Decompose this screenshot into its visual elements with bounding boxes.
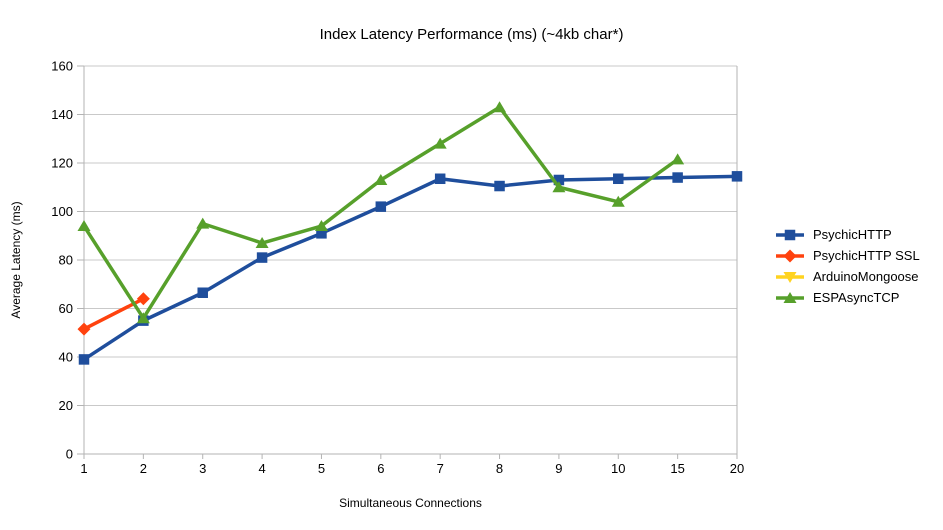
legend-swatch-psychichttp-icon (776, 229, 804, 240)
x-axis-title: Simultaneous Connections (339, 496, 482, 510)
y-axis-title: Average Latency (ms) (9, 201, 23, 319)
y-tick-label: 120 (51, 156, 73, 171)
legend-swatch-psychichttp-ssl-icon (776, 249, 804, 262)
legend-swatch-arduinomongoose-icon (776, 271, 804, 283)
y-tick-label: 40 (59, 350, 73, 365)
x-tick-label: 1 (80, 461, 87, 476)
legend-item-psychichttp-ssl: PsychicHTTP SSL (775, 245, 920, 266)
x-tick-label: 10 (611, 461, 625, 476)
legend-item-espasynctcp: ESPAsyncTCP (775, 287, 920, 308)
series-marker-espasynctcp (671, 153, 685, 165)
series-marker-espasynctcp (255, 237, 269, 249)
series-marker-psychichttp (256, 252, 268, 263)
series-line-espasynctcp (82, 105, 679, 320)
y-tick-label: 100 (51, 204, 73, 219)
legend-marker-espasynctcp-icon (783, 291, 797, 303)
legend-marker-arduinomongoose-icon (783, 271, 797, 283)
series-marker-espasynctcp (552, 181, 566, 193)
y-tick-label: 20 (59, 398, 73, 413)
series-marker-psychichttp (494, 180, 505, 192)
legend-label-psychichttp: PsychicHTTP (813, 227, 892, 242)
series-marker-psychichttp-ssl (77, 322, 91, 336)
legend-swatch-espasynctcp-icon (776, 291, 804, 303)
series-marker-espasynctcp (314, 220, 328, 232)
chart-title: Index Latency Performance (ms) (~4kb cha… (319, 26, 624, 43)
x-tick-label: 4 (258, 461, 265, 476)
series-marker-espasynctcp (493, 101, 507, 113)
legend-label-psychichttp-ssl: PsychicHTTP SSL (813, 248, 920, 263)
series-marker-psychichttp (553, 174, 565, 186)
series-line-psychichttp (83, 174, 738, 361)
series-marker-psychichttp-ssl (136, 292, 150, 306)
series-marker-espasynctcp (374, 173, 388, 185)
series-marker-espasynctcp (611, 195, 625, 207)
y-tick-label: 80 (59, 253, 73, 268)
series-marker-espasynctcp (433, 137, 447, 149)
series-marker-espasynctcp (77, 220, 91, 232)
y-tick-label: 60 (59, 301, 73, 316)
y-tick-label: 160 (51, 59, 73, 74)
legend-label-espasynctcp: ESPAsyncTCP (813, 290, 900, 305)
series-marker-psychichttp (78, 354, 90, 365)
legend-item-psychichttp: PsychicHTTP (775, 224, 920, 245)
series-marker-psychichttp (316, 228, 327, 239)
legend-marker-psychichttp-ssl-icon (783, 249, 797, 262)
x-tick-label: 15 (670, 461, 684, 476)
x-tick-label: 20 (730, 461, 744, 476)
x-tick-label: 7 (437, 461, 444, 476)
x-tick-label: 5 (318, 461, 325, 476)
series-marker-psychichttp (375, 201, 387, 212)
series-marker-psychichttp (613, 173, 624, 185)
y-tick-label: 0 (66, 447, 73, 462)
x-tick-label: 9 (555, 461, 562, 476)
y-tick-label: 140 (51, 107, 73, 122)
series-marker-espasynctcp (136, 312, 150, 324)
series-marker-psychichttp (197, 287, 208, 298)
x-tick-label: 3 (199, 461, 206, 476)
legend-item-arduinomongoose: ArduinoMongoose (775, 266, 920, 287)
legend: PsychicHTTP PsychicHTTP SSL ArduinoMongoos… (775, 224, 920, 308)
series-marker-psychichttp (672, 172, 683, 183)
x-tick-label: 8 (496, 461, 503, 476)
series-marker-espasynctcp (196, 217, 210, 229)
legend-label-arduinomongoose: ArduinoMongoose (813, 269, 919, 284)
series-marker-psychichttp (434, 173, 446, 185)
x-tick-label: 6 (377, 461, 384, 476)
series-marker-psychichttp (731, 171, 743, 182)
x-tick-label: 2 (140, 461, 147, 476)
legend-marker-psychichttp-icon (784, 229, 796, 240)
